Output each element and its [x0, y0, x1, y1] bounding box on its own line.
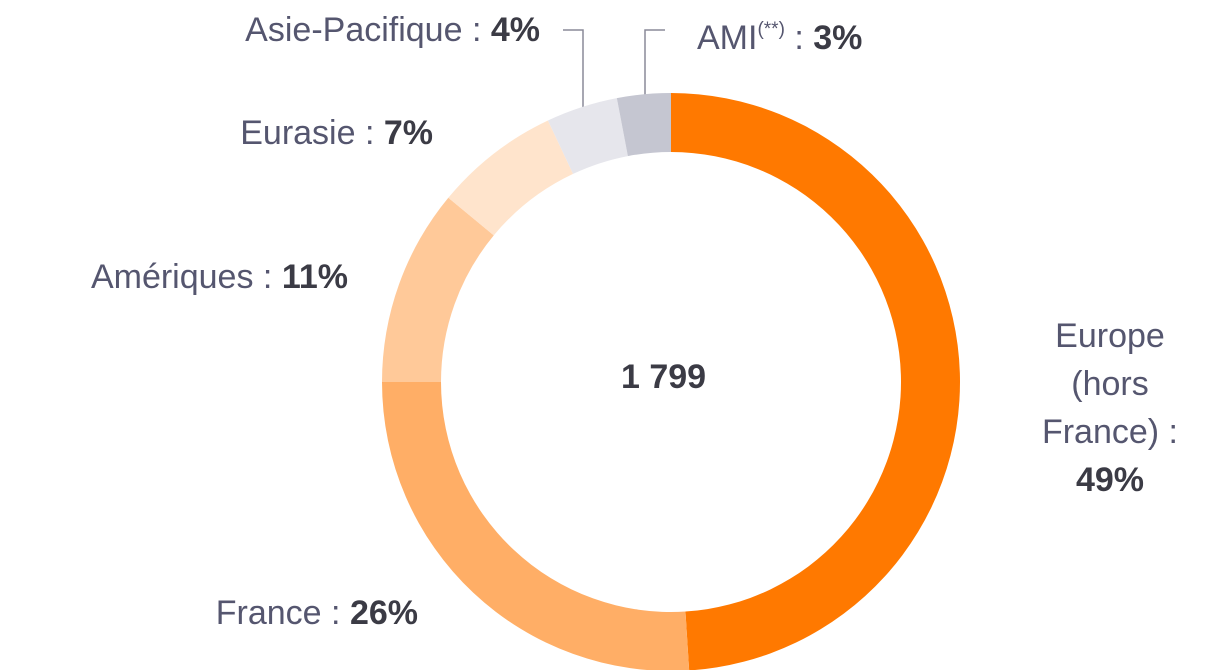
- donut-segment: [547, 98, 628, 174]
- category-name: Asie-Pacifique: [245, 11, 463, 49]
- leader-line: [563, 29, 584, 107]
- value-label: 7%: [383, 114, 433, 152]
- separator: :: [355, 114, 384, 152]
- category-name: Amériques: [90, 258, 254, 296]
- value-label: 3%: [813, 19, 863, 57]
- category-name: AMI: [697, 19, 758, 57]
- separator: :: [321, 594, 350, 632]
- leader-line: [644, 29, 665, 96]
- segment-label: Eurasie : 7%: [240, 109, 433, 157]
- value-label: 11%: [281, 258, 348, 296]
- donut-segment: [382, 382, 690, 670]
- segment-label: Asie-Pacifique : 4%: [245, 6, 540, 54]
- separator: :: [253, 258, 282, 296]
- segment-label: France : 26%: [216, 589, 418, 637]
- value-label: 4%: [490, 11, 540, 49]
- separator: :: [1159, 413, 1179, 451]
- segment-label: Amériques : 11%: [91, 253, 348, 301]
- category-name: Eurasie: [240, 114, 356, 152]
- value-label: 49%: [1075, 461, 1145, 499]
- category-name: France: [215, 594, 322, 632]
- segment-label: Europe (hors France) : 49%: [1030, 312, 1190, 504]
- donut-segment: [671, 93, 960, 670]
- center-label: 1 799: [621, 358, 707, 396]
- donut-segment: [382, 197, 494, 382]
- donut-segment: [448, 120, 574, 236]
- category-note: (**): [757, 19, 785, 40]
- value-label: 26%: [349, 594, 418, 632]
- separator: :: [462, 11, 491, 49]
- donut-segment: [616, 93, 671, 157]
- segment-label: AMI(**) : 3%: [697, 14, 862, 62]
- separator: :: [784, 19, 814, 57]
- category-name: Europe (hors France): [1041, 317, 1165, 451]
